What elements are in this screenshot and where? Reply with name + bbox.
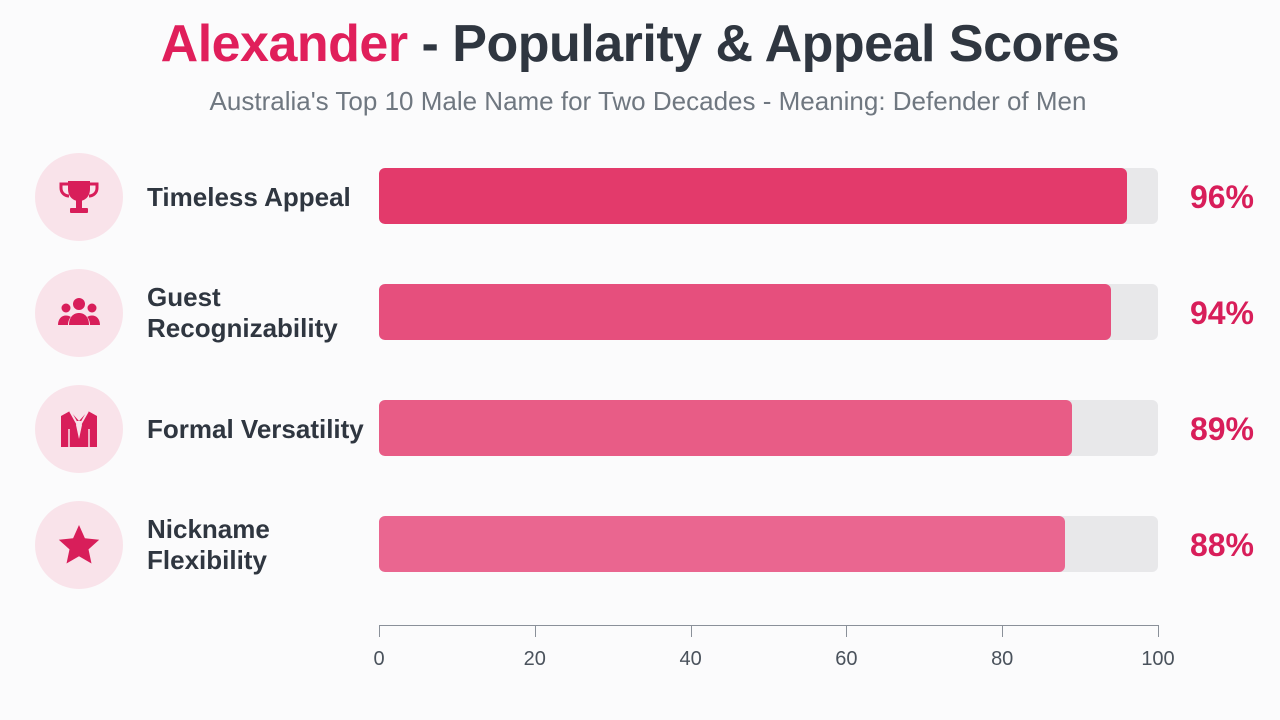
bar-track xyxy=(379,400,1158,456)
chart-subtitle: Australia's Top 10 Male Name for Two Dec… xyxy=(209,86,1087,116)
bar-row: Formal Versatility 89% xyxy=(0,384,1280,474)
title-rest: - Popularity & Appeal Scores xyxy=(421,15,1120,73)
x-tick xyxy=(534,625,536,637)
data-label: 88% xyxy=(1189,526,1254,563)
category-label: Guest Recognizability xyxy=(147,282,338,343)
x-tick-label: 20 xyxy=(523,648,546,670)
bar xyxy=(379,168,1127,224)
title-name: Alexander xyxy=(160,15,408,73)
bar xyxy=(379,284,1112,340)
category-label: Timeless Appeal xyxy=(147,181,351,212)
x-tick xyxy=(1002,625,1004,637)
bar xyxy=(379,400,1073,456)
star-icon xyxy=(35,501,123,589)
x-tick-label: 100 xyxy=(1141,648,1175,670)
x-tick-label: 80 xyxy=(991,648,1014,670)
category-label: Nickname Flexibility xyxy=(147,514,270,575)
bar-track xyxy=(379,284,1158,340)
bar-row: Timeless Appeal 96% xyxy=(0,152,1280,242)
data-label: 96% xyxy=(1189,178,1254,215)
x-tick xyxy=(846,625,848,637)
bar-track xyxy=(379,168,1158,224)
x-tick-label: 40 xyxy=(679,648,702,670)
x-tick-label: 0 xyxy=(373,648,385,670)
bar-row: Nickname Flexibility 88% xyxy=(0,500,1280,590)
x-tick-label: 60 xyxy=(835,648,858,670)
data-label: 89% xyxy=(1189,410,1254,447)
category-label: Formal Versatility xyxy=(147,413,364,444)
group-icon xyxy=(35,269,123,357)
bar-track xyxy=(379,516,1158,572)
x-axis-line xyxy=(379,625,1158,626)
x-axis: 0 20 40 60 80 100 xyxy=(373,618,1175,678)
x-tick xyxy=(1158,625,1159,637)
x-tick xyxy=(690,625,692,637)
x-tick xyxy=(379,625,380,637)
chart-title: Alexander - Popularity & Appeal Scores xyxy=(0,14,1280,74)
suit-icon xyxy=(35,385,123,473)
bar-row: Guest Recognizability 94% xyxy=(0,268,1280,358)
data-label: 94% xyxy=(1189,294,1254,331)
bar xyxy=(379,516,1065,572)
trophy-icon xyxy=(35,153,123,241)
